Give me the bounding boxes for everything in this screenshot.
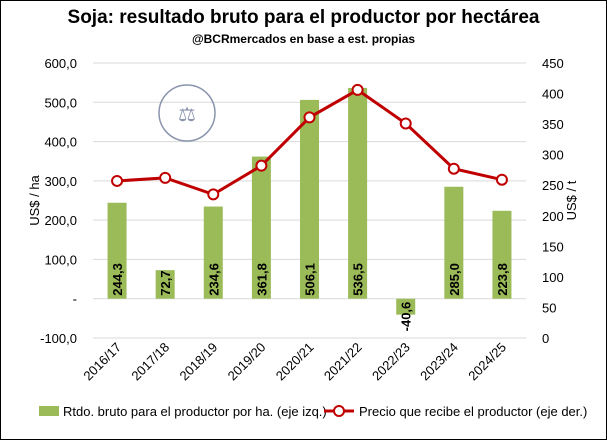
chart-subtitle: @BCRmercados en base a est. propias	[191, 32, 416, 46]
bar-data-label: -40,6	[399, 302, 414, 332]
y2-tick-label: 250	[542, 178, 564, 193]
x-tick-label: 2020/21	[273, 340, 317, 384]
y2-tick-label: 0	[542, 331, 549, 346]
x-tick-label: 2023/24	[417, 340, 461, 384]
price-point	[255, 159, 268, 172]
y2-tick-label: 50	[542, 300, 556, 315]
price-point	[207, 188, 220, 201]
bar	[444, 186, 464, 299]
price-point	[159, 171, 172, 184]
bar-data-label: 506,1	[303, 263, 318, 296]
x-tick-label: 2016/17	[80, 340, 124, 384]
price-point	[447, 162, 460, 175]
x-tick-label: 2022/23	[369, 340, 413, 384]
y2-tick-label: 100	[542, 270, 564, 285]
y2-tick-label: 450	[542, 56, 564, 71]
legend-bar-label: Rtdo. bruto para el productor por ha. (e…	[63, 404, 327, 419]
y2-tick-label: 300	[542, 148, 564, 163]
bar-data-label: 536,5	[351, 263, 366, 296]
price-point	[351, 83, 364, 96]
bar	[251, 156, 271, 299]
y2-tick-label: 400	[542, 87, 564, 102]
bar	[155, 270, 175, 299]
y2-tick-label: 150	[542, 239, 564, 254]
legend-line-marker	[333, 405, 345, 417]
bar	[492, 210, 512, 299]
y-tick-label: 400,0	[44, 135, 77, 150]
bar-data-label: 223,8	[495, 263, 510, 296]
y2-tick-label: 200	[542, 209, 564, 224]
y-tick-label: 600,0	[44, 56, 77, 71]
y2-axis-label: US$ / t	[564, 180, 579, 220]
x-tick-label: 2017/18	[128, 340, 172, 384]
price-point	[399, 117, 412, 130]
bar	[396, 298, 416, 315]
x-tick-label: 2024/25	[465, 340, 509, 384]
svg-text:⚖: ⚖	[178, 104, 196, 126]
logo-seal: ⚖	[158, 84, 216, 142]
chart-title: Soja: resultado bruto para el productor …	[67, 7, 540, 28]
bar-data-label: 72,7	[158, 270, 173, 295]
y2-tick-label: 350	[542, 117, 564, 132]
bar-data-label: 234,6	[206, 263, 221, 296]
bar	[203, 206, 223, 299]
price-point	[303, 111, 316, 124]
bar-data-label: 244,3	[110, 263, 125, 296]
y-tick-label: 300,0	[44, 174, 77, 189]
bar	[107, 202, 127, 299]
y-tick-label: 200,0	[44, 213, 77, 228]
y-tick-label: 500,0	[44, 95, 77, 110]
y-tick-label: 100,0	[44, 252, 77, 267]
bar	[300, 99, 319, 299]
y-tick-label: -	[73, 292, 77, 307]
y-axis-label: US$ / ha	[27, 174, 42, 225]
bar-data-label: 285,0	[447, 263, 462, 296]
x-tick-label: 2019/20	[225, 340, 269, 384]
price-point	[111, 174, 124, 187]
y-tick-label: -100,0	[40, 331, 77, 346]
bar-data-label: 361,8	[254, 263, 269, 296]
bar	[348, 87, 368, 299]
legend-line-label: Precio que recibe el productor (eje der.…	[359, 404, 587, 419]
x-tick-label: 2018/19	[177, 340, 221, 384]
legend-bar-swatch	[39, 406, 59, 416]
x-tick-label: 2021/22	[321, 340, 365, 384]
price-point	[495, 173, 508, 186]
